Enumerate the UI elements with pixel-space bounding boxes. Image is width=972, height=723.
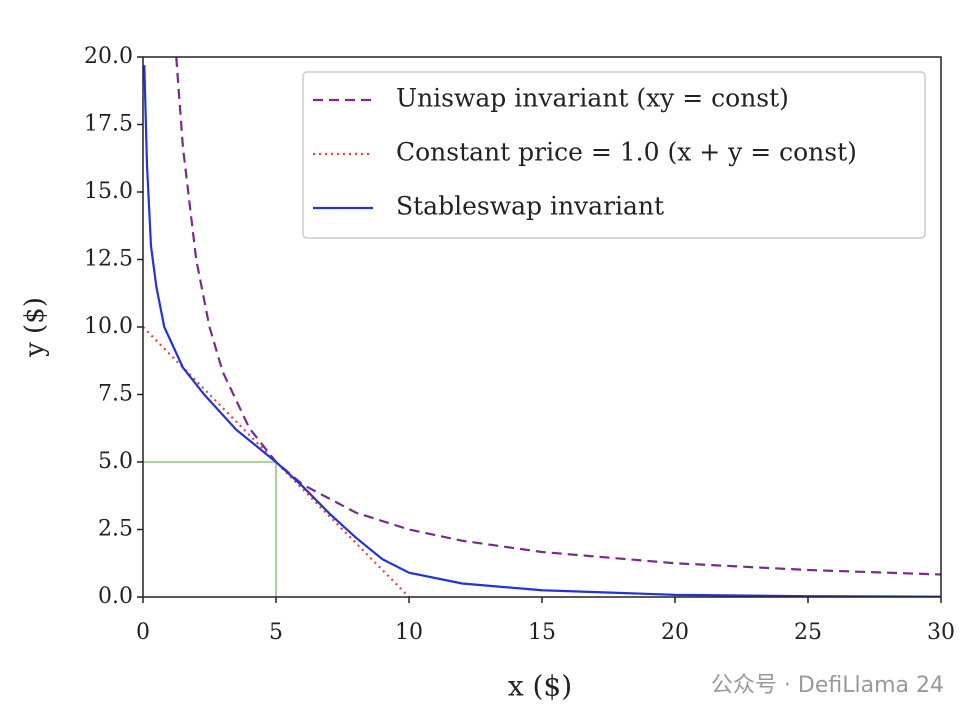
y-tick-label: 7.5 [98, 382, 133, 407]
x-axis-label: x ($) [508, 670, 572, 703]
x-tick-label: 15 [528, 620, 556, 645]
x-tick-label: 5 [269, 620, 283, 645]
x-tick-label: 0 [136, 620, 150, 645]
x-tick-label: 10 [395, 620, 423, 645]
legend-label: Stableswap invariant [396, 192, 664, 221]
series-line [175, 57, 941, 576]
y-tick-label: 0.0 [98, 584, 133, 609]
reference-lines [143, 461, 277, 597]
x-tick-label: 20 [661, 620, 689, 645]
legend-label: Constant price = 1.0 (x + y = const) [396, 138, 857, 167]
y-tick-label: 12.5 [84, 247, 133, 272]
legend-box [302, 71, 926, 239]
y-tick-label: 10.0 [84, 314, 133, 339]
x-tick-label: 30 [927, 620, 955, 645]
y-tick-label: 20.0 [84, 44, 133, 69]
x-tick-label: 25 [794, 620, 822, 645]
y-tick-label: 5.0 [98, 449, 133, 474]
y-tick-label: 2.5 [98, 517, 133, 542]
y-tick-label: 15.0 [84, 179, 133, 204]
watermark: 公众号 · DefiLlama 24 [711, 673, 944, 698]
y-tick-label: 17.5 [84, 112, 133, 137]
plot-frame [142, 56, 942, 598]
legend-label: Uniswap invariant (xy = const) [396, 84, 789, 113]
y-axis-label: y ($) [20, 297, 50, 358]
series-line [143, 65, 941, 597]
